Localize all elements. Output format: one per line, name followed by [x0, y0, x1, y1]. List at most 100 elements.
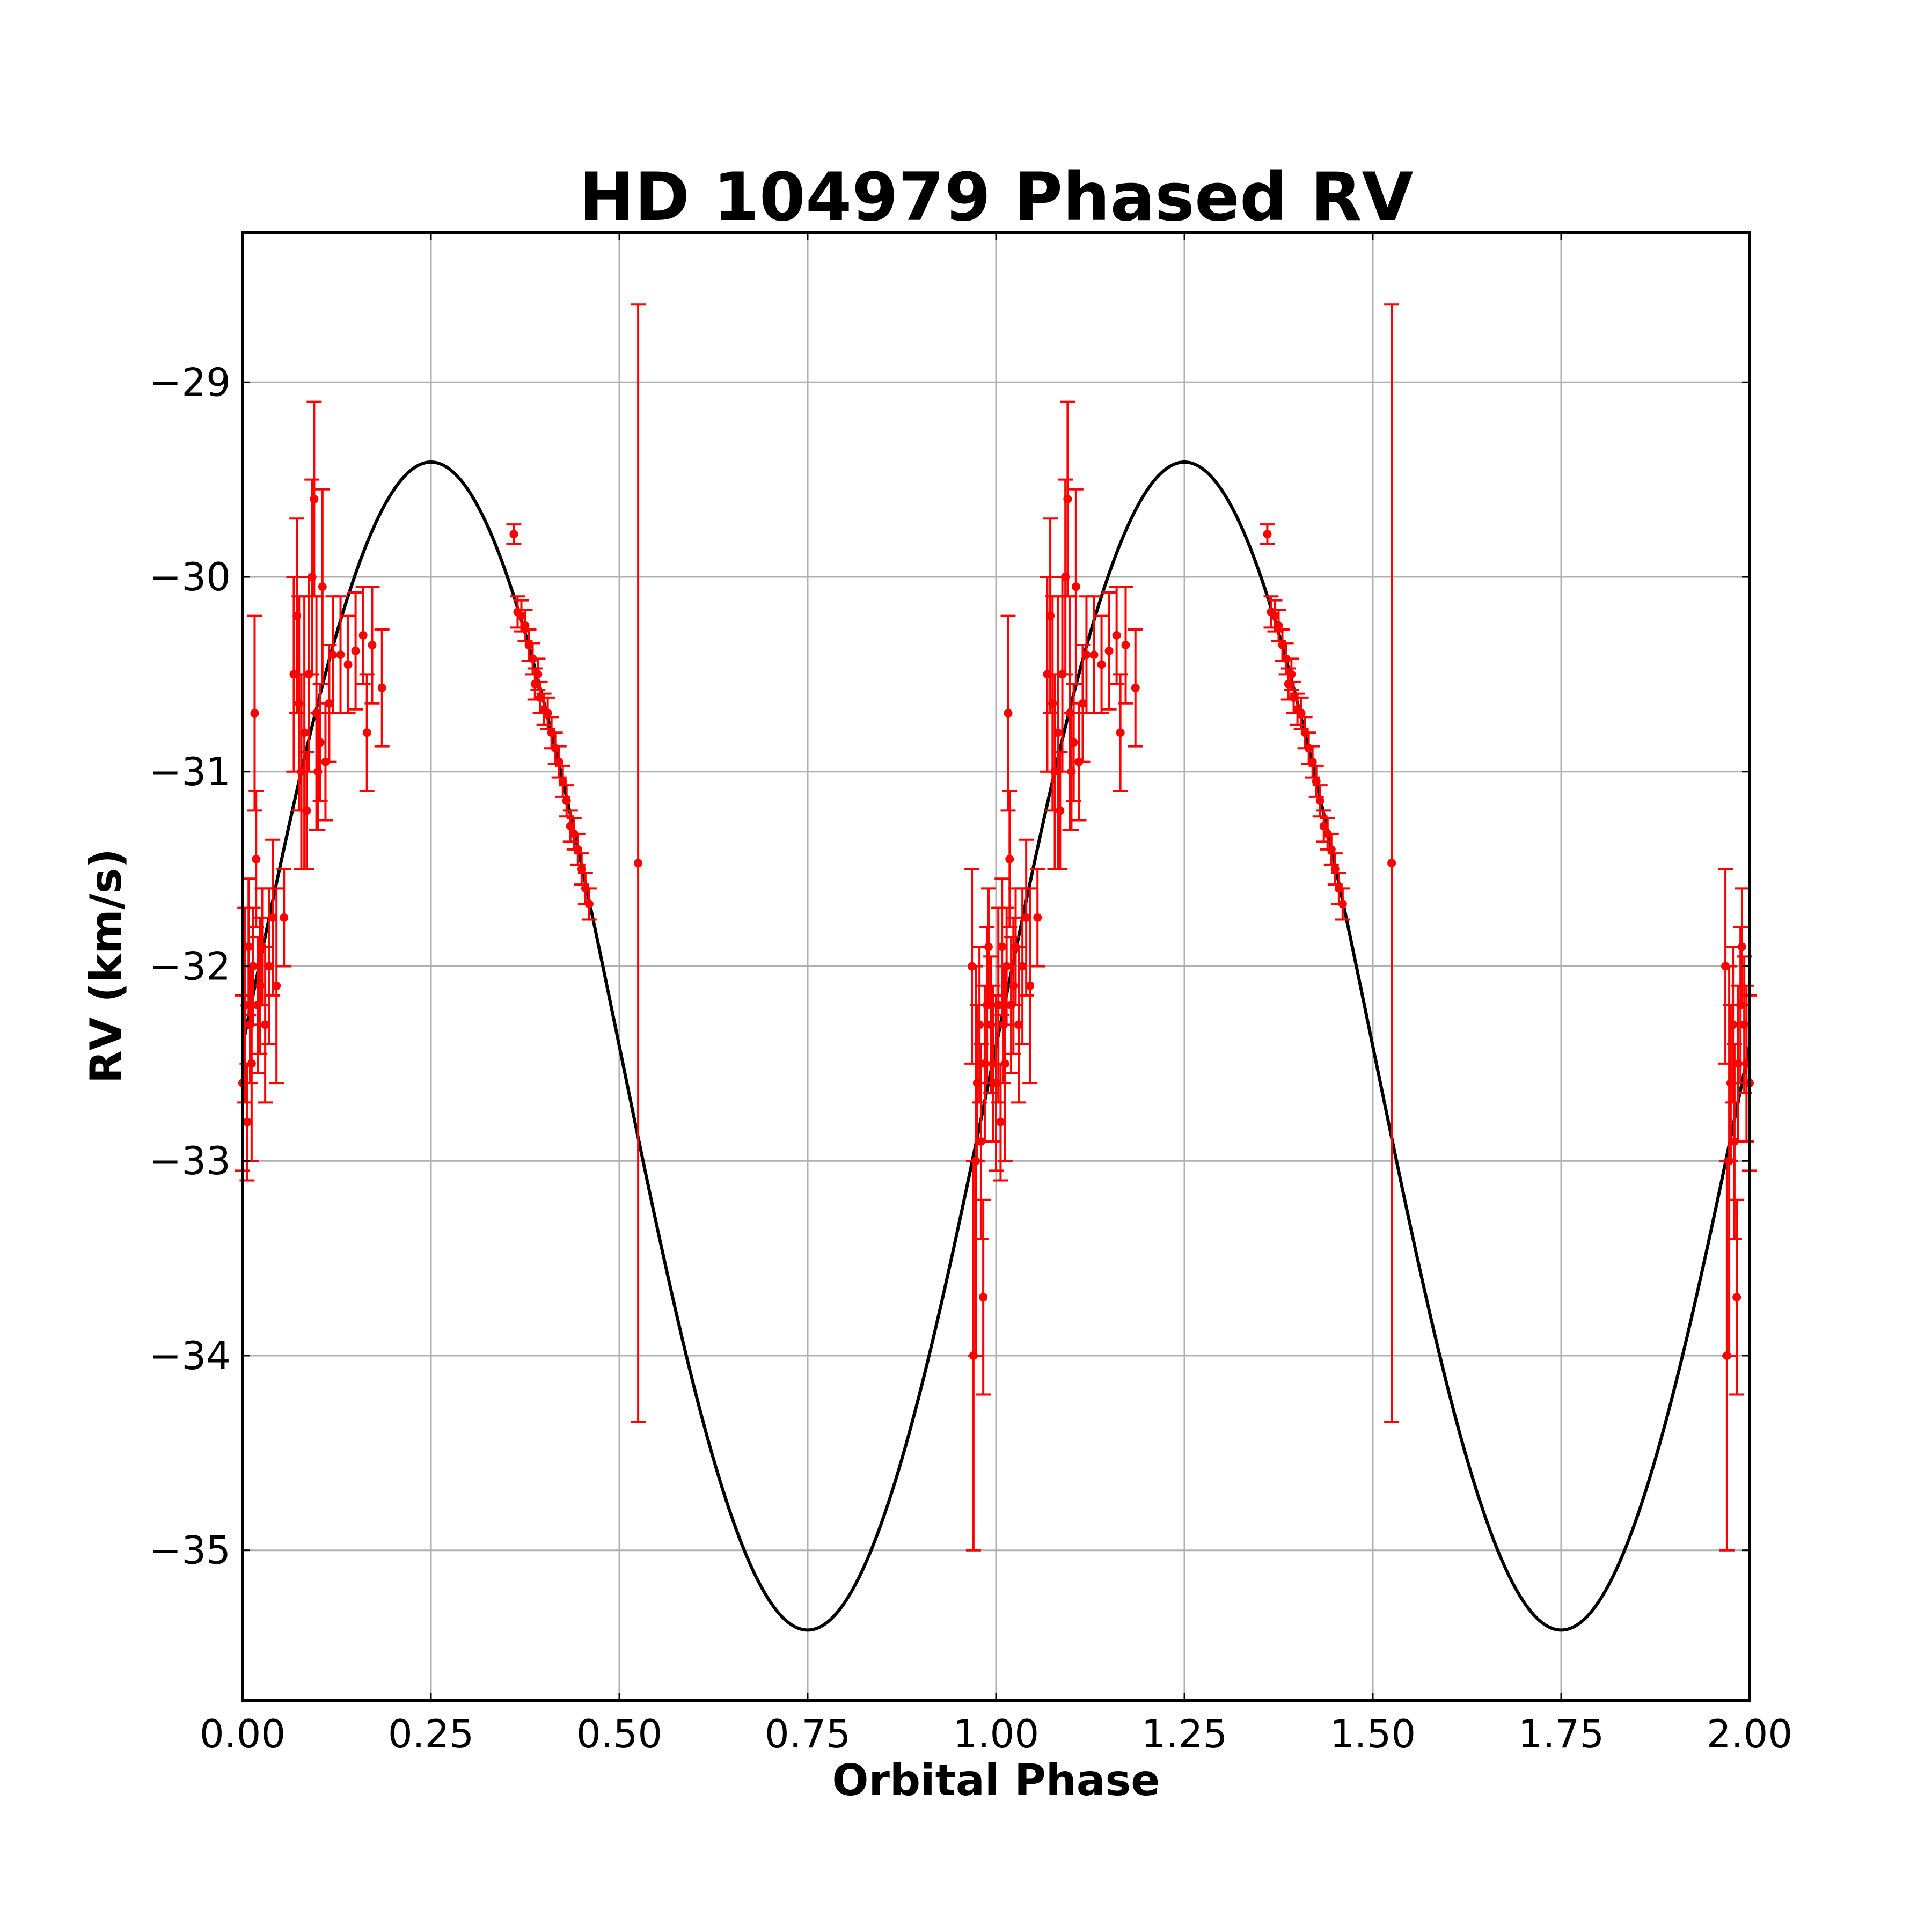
data-marker	[573, 845, 582, 854]
data-marker	[261, 1020, 270, 1029]
data-marker	[1082, 650, 1091, 660]
rv-point	[1030, 868, 1045, 968]
rv-point	[1113, 673, 1128, 793]
rv-point	[530, 657, 546, 691]
data-marker	[343, 660, 353, 669]
data-marker	[577, 865, 586, 874]
data-marker	[1315, 796, 1324, 806]
data-marker	[975, 1020, 984, 1029]
data-marker	[265, 962, 274, 971]
axis-ticks: 0.00 0.25 0.50 0.75 1.00 1.25 1.50 1.75 2.00 −35 −…	[149, 232, 1792, 1757]
rv-point	[1011, 946, 1027, 1104]
rv-point	[269, 887, 284, 1085]
data-marker	[517, 611, 526, 620]
data-marker	[1297, 708, 1306, 718]
rv-point	[321, 643, 337, 763]
data-marker	[543, 708, 552, 718]
y-tick-label: −30	[149, 554, 231, 599]
chart-title: HD 104979 Phased RV	[579, 159, 1414, 236]
rv-point	[348, 591, 363, 711]
data-marker	[1387, 859, 1396, 868]
data-marker	[996, 1117, 1005, 1126]
data-marker	[1063, 494, 1072, 503]
data-marker	[1078, 699, 1087, 708]
data-marker	[1104, 646, 1114, 655]
x-tick-label: 1.50	[1330, 1711, 1416, 1757]
data-marker	[1270, 611, 1279, 620]
rv-point	[1335, 887, 1350, 921]
x-tick-label: 0.75	[765, 1711, 851, 1757]
data-marker	[533, 670, 543, 679]
data-marker	[989, 1059, 998, 1068]
data-marker	[1289, 693, 1298, 702]
data-marker	[1287, 670, 1296, 679]
data-marker	[1033, 913, 1042, 922]
data-marker	[368, 640, 377, 649]
data-marker	[584, 899, 594, 909]
data-marker	[316, 738, 325, 747]
data-marker	[634, 859, 643, 868]
rv-point	[1729, 1198, 1745, 1396]
x-axis-label: Orbital Phase	[832, 1755, 1160, 1805]
data-marker	[328, 650, 338, 660]
rv-point	[314, 488, 330, 685]
data-marker	[1089, 650, 1099, 660]
data-marker	[300, 728, 309, 737]
y-tick-label: −32	[149, 944, 231, 989]
data-marker	[1338, 899, 1347, 909]
y-axis-label: RV (km/s)	[81, 848, 131, 1084]
rv-point	[276, 868, 292, 968]
data-marker	[984, 942, 993, 952]
rv-point	[1316, 809, 1331, 843]
data-marker	[318, 582, 327, 591]
data-marker	[358, 631, 368, 640]
x-tick-label: 0.25	[388, 1711, 474, 1757]
rv-point	[631, 303, 646, 1423]
data-marker	[1000, 1059, 1009, 1068]
data-marker	[1729, 1020, 1738, 1029]
data-marker	[280, 913, 289, 922]
data-marker	[994, 1001, 1003, 1010]
data-marker	[247, 1059, 256, 1068]
rv-point	[1068, 488, 1084, 685]
data-marker	[1004, 708, 1013, 718]
data-marker	[1121, 640, 1130, 649]
data-marker	[362, 728, 371, 737]
data-points-layer	[235, 303, 1757, 1552]
data-marker	[558, 777, 567, 786]
data-marker	[1112, 631, 1121, 640]
data-marker	[998, 942, 1007, 952]
data-marker	[310, 494, 319, 503]
data-marker	[243, 1117, 252, 1126]
x-tick-label: 1.00	[953, 1711, 1039, 1757]
data-marker	[302, 806, 311, 815]
data-marker	[1312, 777, 1321, 786]
data-marker	[1022, 913, 1031, 922]
rv-point	[1094, 614, 1109, 714]
rv-point	[1128, 628, 1143, 748]
rv-point	[325, 595, 341, 714]
data-marker	[1014, 1020, 1023, 1029]
data-marker	[554, 757, 564, 766]
x-tick-label: 0.00	[200, 1711, 286, 1757]
data-marker	[351, 646, 360, 655]
rv-point	[536, 692, 552, 726]
rv-point	[1022, 887, 1038, 1085]
rv-point	[1305, 745, 1320, 779]
data-marker	[1002, 962, 1011, 971]
y-tick-label: −34	[149, 1333, 231, 1378]
rv-point	[506, 523, 522, 545]
data-marker	[1263, 530, 1272, 539]
data-marker	[1327, 845, 1336, 854]
data-marker	[1056, 806, 1065, 815]
data-marker	[268, 913, 277, 922]
rv-point	[265, 838, 281, 997]
data-marker	[336, 650, 345, 660]
data-marker	[252, 854, 261, 863]
y-tick-label: −31	[149, 749, 231, 794]
y-tick-label: −33	[149, 1138, 231, 1183]
rv-point	[1284, 657, 1299, 691]
data-marker	[1732, 1293, 1741, 1302]
x-tick-label: 0.50	[576, 1711, 662, 1757]
